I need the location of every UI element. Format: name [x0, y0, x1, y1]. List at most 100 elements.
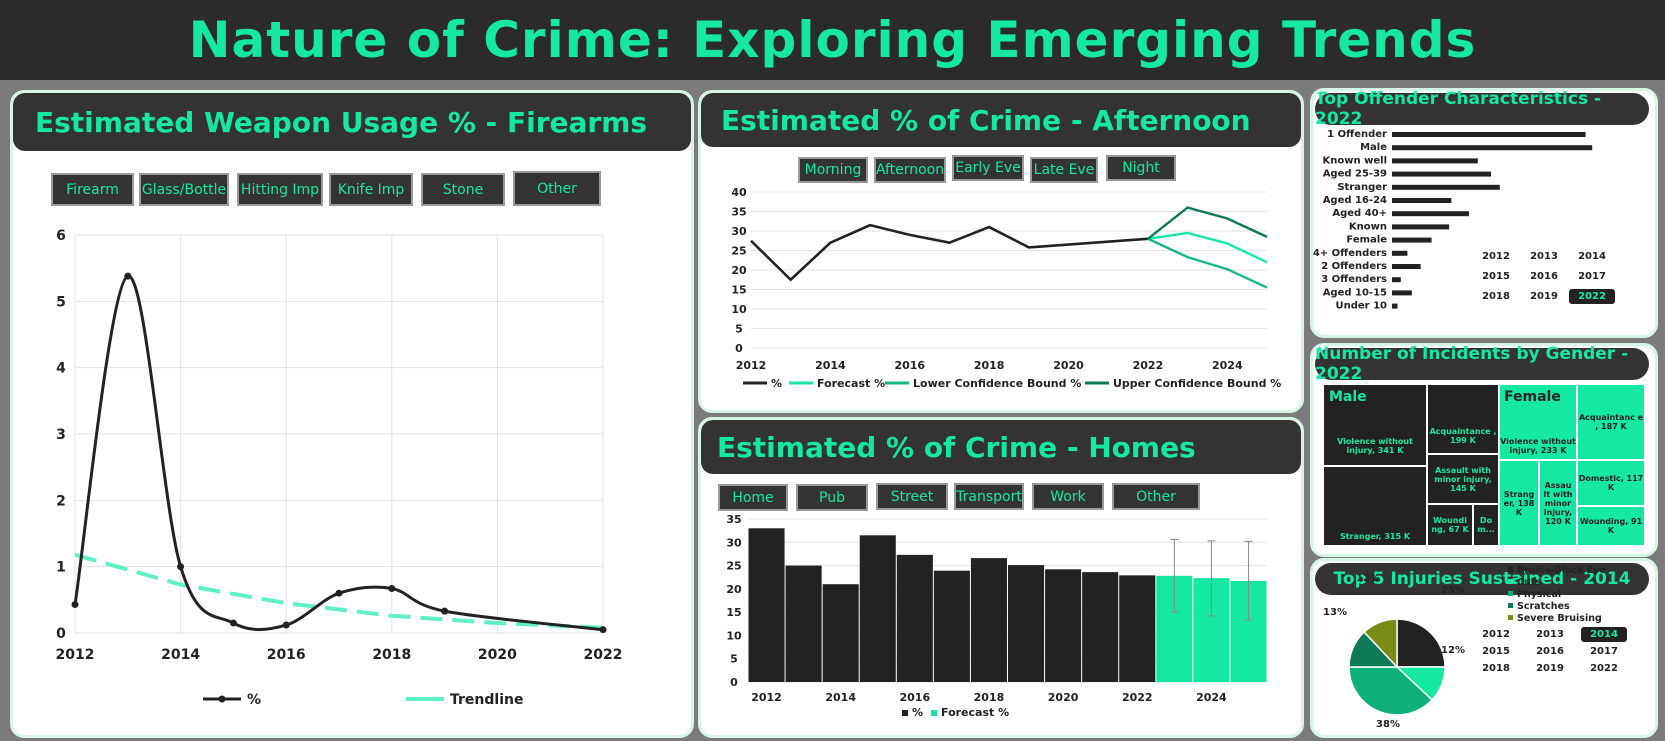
weapon-other-button[interactable]: Other: [513, 171, 601, 206]
offender-bar: [1392, 158, 1478, 164]
homes-panel-header: Estimated % of Crime - Homes: [701, 420, 1301, 474]
offender-bar: [1392, 237, 1432, 243]
offender-category-label: Known well: [1323, 155, 1387, 166]
homes-x-tick: 2016: [900, 691, 931, 704]
female-domestic-cell[interactable]: Domestic, 117 K: [1577, 460, 1645, 506]
weapon-glass-bottle-button[interactable]: Glass/Bottle: [139, 173, 229, 206]
weapon-knife-imp-button[interactable]: Knife Imp: [329, 173, 413, 206]
offender-bar: [1392, 171, 1491, 177]
offender-year-2022-button[interactable]: 2022: [1569, 289, 1615, 304]
homes-y-tick: 0: [730, 676, 738, 689]
male-violence-cell[interactable]: Violence without injury, 341 K: [1323, 384, 1427, 466]
offender-year-2013-button[interactable]: 2013: [1530, 251, 1558, 262]
offender-category-label: Male: [1360, 142, 1387, 153]
afternoon-x-tick: 2018: [974, 359, 1005, 372]
weapon-trendline: [74, 552, 604, 630]
offender-bar: [1392, 184, 1500, 190]
homes-legend-forecast-label: Forecast %: [941, 706, 1009, 719]
weapon-point: [71, 600, 79, 608]
offender-bar: [1392, 145, 1593, 151]
afternoon-y-tick: 5: [735, 323, 743, 336]
homes-legend-series-swatch: [902, 710, 908, 716]
female-wounding-cell[interactable]: Wounding, 91 K: [1577, 506, 1645, 546]
weapon-usage-panel: Estimated Weapon Usage % - Firearms Fire…: [10, 90, 694, 738]
afternoon-x-tick: 2022: [1133, 359, 1164, 372]
location-street-button[interactable]: Street: [876, 483, 948, 510]
location-pub-button[interactable]: Pub: [796, 484, 868, 511]
offender-category-label: Under 10: [1335, 301, 1387, 312]
male-domestic-cell[interactable]: Do m...: [1473, 504, 1499, 546]
homes-bar-2017: [933, 570, 970, 682]
offender-year-2017-button[interactable]: 2017: [1578, 271, 1606, 282]
offender-chart: 1 Offender Male Known well Aged 25-39 Strang…: [1313, 129, 1593, 312]
time-night-button[interactable]: Night: [1106, 155, 1176, 181]
gender-panel-header: Number of Incidents by Gender - 2022: [1315, 346, 1649, 384]
weapon-x-tick: 2016: [267, 647, 306, 663]
male-acquaintance-cell[interactable]: Acquaintance , 199 K: [1427, 384, 1499, 454]
afternoon-panel-title: Estimated % of Crime - Afternoon: [721, 103, 1251, 137]
offender-year-2018-button[interactable]: 2018: [1482, 291, 1510, 302]
injury-year-2018-button[interactable]: 2018: [1482, 663, 1510, 674]
injury-data-label: 12%: [1356, 573, 1380, 584]
offender-bar: [1392, 132, 1586, 137]
injury-data-label: 38%: [1376, 719, 1400, 730]
time-morning-button[interactable]: Morning: [798, 157, 868, 183]
female-assault-cell[interactable]: Assau lt with minor injury, 120 K: [1539, 460, 1577, 546]
weapon-y-tick: 1: [56, 560, 66, 576]
injury-year-2015-button[interactable]: 2015: [1482, 646, 1510, 657]
injury-data-label: 25%: [1441, 585, 1465, 596]
offender-bar: [1392, 277, 1401, 283]
weapon-y-tick: 6: [56, 228, 66, 244]
male-stranger-cell[interactable]: Stranger, 315 K: [1323, 466, 1427, 546]
afternoon-series-0-line: [750, 223, 1149, 282]
location-home-button[interactable]: Home: [718, 484, 788, 511]
injury-slice-severe-bruising: [1363, 618, 1398, 669]
afternoon-y-tick: 35: [731, 206, 746, 219]
location-work-button[interactable]: Work: [1032, 483, 1104, 510]
injury-legend-label: Bruise/Black Eye: [1517, 565, 1606, 576]
female-label: Female: [1504, 389, 1561, 405]
time-afternoon-button[interactable]: Afternoon: [874, 157, 946, 183]
injury-year-2016-button[interactable]: 2016: [1536, 646, 1564, 657]
time-late-eve-button[interactable]: Late Eve: [1030, 157, 1098, 183]
homes-bar-2014: [822, 584, 859, 682]
weapon-x-tick: 2020: [478, 647, 517, 663]
weapon-stone-button[interactable]: Stone: [421, 173, 505, 206]
female-acquaintance-cell[interactable]: Acquaintanc e , 187 K: [1577, 384, 1645, 460]
male-wounding-cell[interactable]: Woundi ng, 67 K: [1427, 504, 1473, 546]
offender-year-2012-button[interactable]: 2012: [1482, 251, 1510, 262]
offender-panel-header: Top Offender Characteristics - 2022: [1315, 91, 1649, 129]
male-assault-cell[interactable]: Assault with minor injury, 145 K: [1427, 454, 1499, 504]
homes-x-tick: 2018: [974, 691, 1005, 704]
injury-data-label: 12%: [1441, 645, 1465, 656]
injury-year-2017-button[interactable]: 2017: [1590, 646, 1618, 657]
location-other-button[interactable]: Other: [1112, 483, 1200, 510]
weapon-y-tick: 2: [56, 493, 66, 509]
time-early-eve-button[interactable]: Early Eve: [952, 155, 1024, 181]
offender-year-2015-button[interactable]: 2015: [1482, 271, 1510, 282]
offender-year-2016-button[interactable]: 2016: [1530, 271, 1558, 282]
afternoon-x-tick: 2014: [815, 359, 846, 372]
injury-year-2014-button[interactable]: 2014: [1581, 627, 1627, 642]
location-transport-button[interactable]: Transport: [954, 483, 1024, 510]
offender-category-label: 4+ Offenders: [1313, 248, 1387, 259]
injury-year-2019-button[interactable]: 2019: [1536, 663, 1564, 674]
female-stranger-cell[interactable]: Strang er, 138 K: [1499, 460, 1539, 546]
female-violence-cell[interactable]: Violence without injury, 233 K: [1499, 384, 1577, 460]
offender-category-label: Aged 40+: [1332, 208, 1387, 219]
weapon-hitting-imp-button[interactable]: Hitting Imp: [237, 173, 323, 206]
injury-year-2022-button[interactable]: 2022: [1590, 663, 1618, 674]
injuries-panel: Top 5 Injuries Sustained - 2014 25% 12% 38…: [1310, 558, 1658, 738]
gender-treemap: Violence without injury, 341 K Male Stra…: [1323, 384, 1645, 546]
offender-year-2014-button[interactable]: 2014: [1578, 251, 1606, 262]
homes-x-tick: 2020: [1048, 691, 1079, 704]
injuries-chart: 25% 12% 38% 13% 12% Bruise/Black EyeCutsPhysi…: [1323, 565, 1606, 730]
offender-year-2019-button[interactable]: 2019: [1530, 291, 1558, 302]
offender-category-label: 1 Offender: [1327, 129, 1387, 140]
injury-year-2013-button[interactable]: 2013: [1536, 629, 1564, 640]
homes-bar-2022: [1119, 575, 1156, 682]
injury-year-2012-button[interactable]: 2012: [1482, 629, 1510, 640]
injury-slice-physical: [1348, 666, 1434, 716]
afternoon-x-tick: 2016: [894, 359, 925, 372]
weapon-firearm-button[interactable]: Firearm: [51, 173, 134, 206]
